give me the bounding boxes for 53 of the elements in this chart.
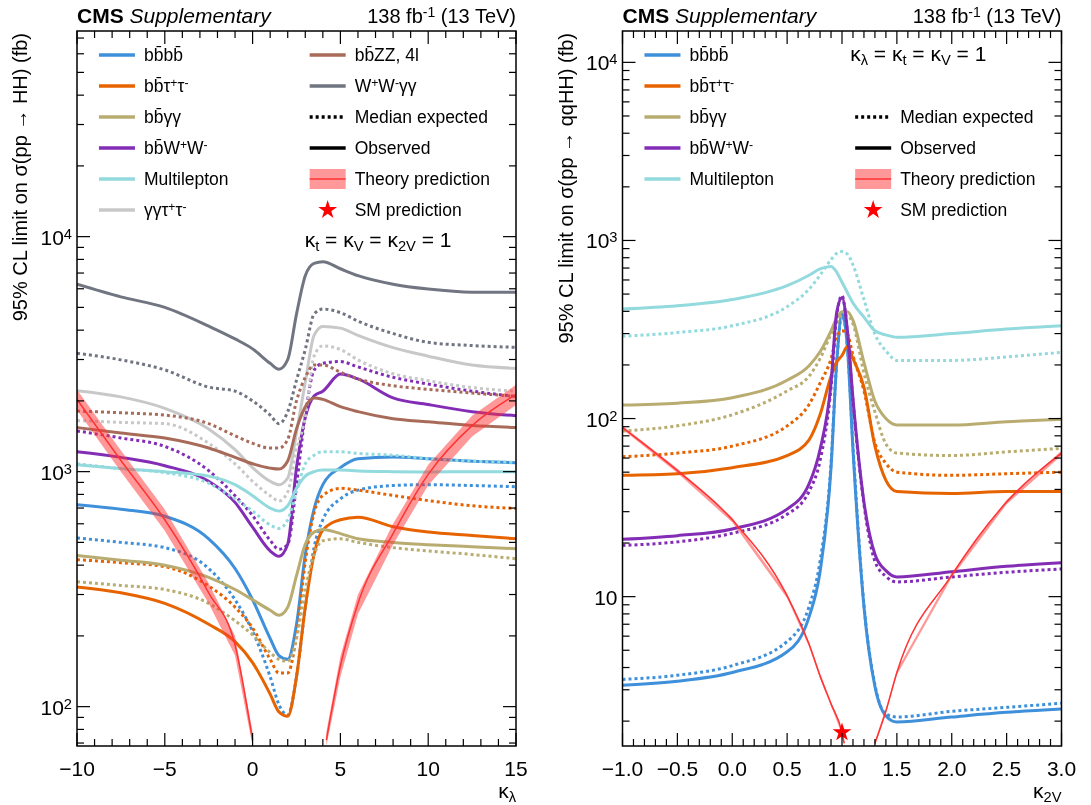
x-tick-label: −0.5 — [656, 757, 699, 780]
legend-label: Multilepton — [689, 169, 775, 189]
chart-subtitle: 138 fb$^{-1}$ (13 TeV) — [912, 4, 1062, 27]
legend-label: Observed — [900, 138, 977, 158]
y-tick-label: 10$^{3}$ — [40, 460, 72, 484]
y-axis-title: 95% CL limit on σ(pp → HH) (fb) — [9, 33, 31, 322]
legend-label: bb̄bb̄ — [143, 45, 183, 65]
y-tick-label: 10$^{2}$ — [40, 695, 72, 719]
x-tick-label: 0.0 — [717, 757, 747, 780]
y-tick-label: 10$^{3}$ — [585, 229, 618, 253]
x-axis-title: κ$_{λ}$ — [498, 779, 517, 805]
x-tick-label: 0.5 — [772, 757, 802, 780]
legend-label: bb̄γγ — [143, 107, 182, 127]
x-tick-label: −5 — [152, 757, 177, 780]
legend-label: bb̄γγ — [689, 107, 727, 127]
legend-label: bb̄τ$^{+}$τ$^{-}$ — [689, 75, 735, 96]
x-tick-label: 10 — [416, 757, 440, 780]
y-tick-label: 10 — [594, 585, 618, 609]
x-tick-label: 0 — [246, 757, 259, 780]
x-tick-label: −10 — [59, 757, 95, 780]
legend-label: Median expected — [900, 107, 1034, 127]
y-tick-label: 10$^{4}$ — [40, 225, 72, 249]
annotation: κ$_{λ}$ = κ$_{t}$ = κ$_{V}$ = 1 — [850, 42, 987, 68]
legend-label: Observed — [354, 138, 431, 158]
legend-label: bb̄ZZ, 4l — [354, 45, 419, 65]
x-tick-label: 3.0 — [1046, 757, 1077, 780]
legend-label: bb̄W$^{+}$W$^{-}$ — [143, 137, 208, 158]
legend-label: bb̄τ$^{+}$τ$^{-}$ — [143, 75, 189, 96]
chart-title: CMS Supplementary — [622, 4, 818, 27]
legend-label: γγτ$^{+}$τ$^{-}$ — [143, 199, 187, 220]
y-tick-label: 10$^{4}$ — [585, 51, 618, 75]
x-tick-label: 1.0 — [827, 757, 857, 780]
legend-label: SM prediction — [354, 200, 462, 220]
annotation: κ$_{t}$ = κ$_{V}$ = κ$_{2V}$ = 1 — [304, 228, 452, 254]
legend-label: Theory prediction — [900, 169, 1036, 189]
x-tick-label: 2.5 — [992, 757, 1022, 780]
legend-label: bb̄bb̄ — [689, 45, 729, 65]
y-tick-label: 10$^{2}$ — [585, 407, 618, 431]
y-axis-title: 95% CL limit on σ(pp → qqHH) (fb) — [554, 33, 577, 344]
legend-label: W$^{+}$W$^{-}$γγ — [354, 75, 417, 96]
legend-label: bb̄W$^{+}$W$^{-}$ — [689, 137, 754, 158]
x-tick-label: 1.5 — [882, 757, 912, 780]
legend-label: Multilepton — [143, 169, 229, 189]
x-tick-label: 15 — [504, 757, 528, 780]
chart-title: CMS Supplementary — [77, 4, 273, 27]
legend-label: SM prediction — [900, 200, 1008, 220]
legend-label: Theory prediction — [354, 169, 490, 189]
x-axis-title: κ$_{2V}$ — [1033, 779, 1062, 805]
legend-label: Median expected — [354, 107, 488, 127]
x-tick-label: −1.0 — [601, 757, 644, 780]
x-tick-label: 2.0 — [937, 757, 967, 780]
chart-subtitle: 138 fb$^{-1}$ (13 TeV) — [367, 4, 516, 27]
x-tick-label: 5 — [334, 757, 347, 780]
